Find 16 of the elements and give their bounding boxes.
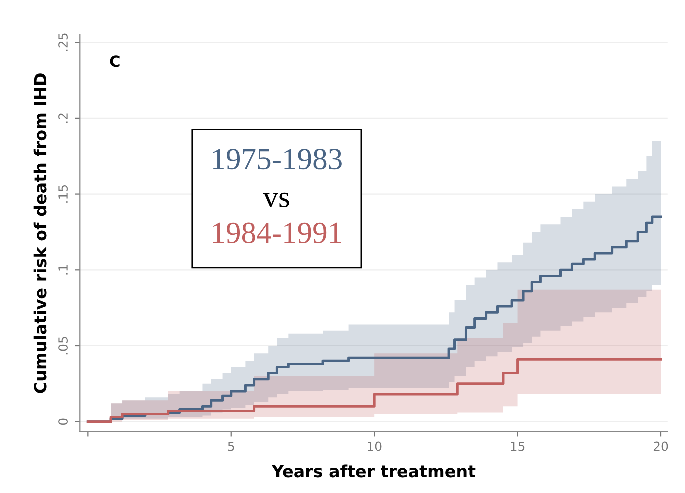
y-tick-label: .2	[58, 114, 68, 124]
y-tick-label: .15	[58, 185, 68, 203]
annotation: C	[110, 56, 120, 68]
x-tick-label: 10	[368, 442, 382, 452]
y-tick-label: .1	[58, 265, 68, 275]
x-axis-title: Years after treatment	[272, 464, 476, 478]
x-tick-label: 5	[228, 442, 234, 452]
text: 1975-1983	[213, 149, 342, 170]
text: 1984-1991	[213, 222, 342, 244]
legend-title: vs	[263, 192, 290, 208]
x-tick-label: 20	[654, 442, 668, 452]
y-axis-title: Cumulative risk of death from IHD	[34, 74, 47, 394]
y-tick-label: 0	[58, 418, 68, 426]
y-tick-label: .05	[58, 337, 68, 355]
x-tick-label: 15	[511, 442, 525, 452]
y-tick-label: .25	[58, 34, 68, 52]
